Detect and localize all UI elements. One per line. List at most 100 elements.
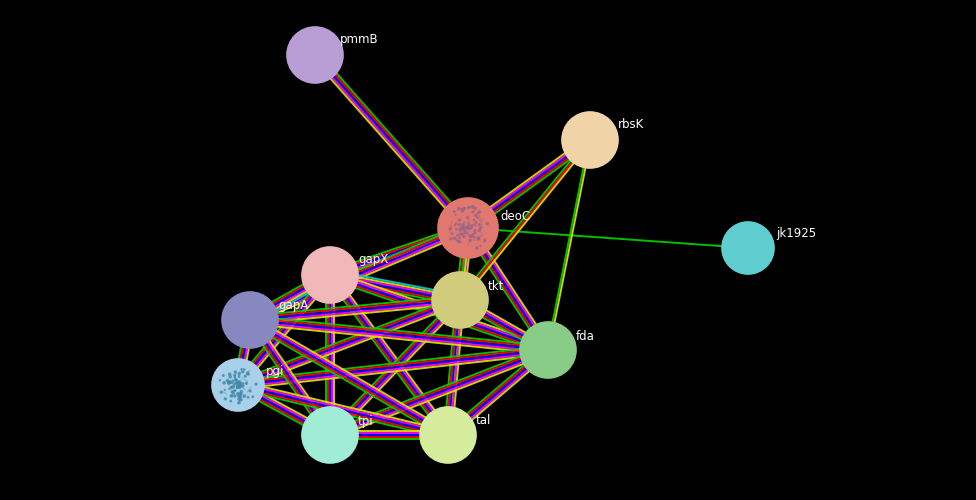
Point [466,208,481,216]
Point [464,232,479,239]
Point [471,221,487,229]
Point [452,238,468,246]
Circle shape [562,112,618,168]
Point [456,226,471,234]
Point [465,203,480,211]
Point [230,382,246,390]
Point [231,372,247,380]
Point [248,380,264,388]
Point [463,233,478,241]
Point [452,220,468,228]
Text: tpi: tpi [358,414,374,428]
Point [455,223,470,231]
Point [469,214,485,222]
Circle shape [438,198,498,258]
Point [470,209,486,217]
Point [222,379,237,387]
Point [217,379,232,387]
Point [448,210,464,218]
Point [468,204,483,212]
Point [236,392,252,400]
Point [212,376,227,384]
Point [233,388,249,396]
Point [442,225,458,233]
Point [224,384,240,392]
Point [240,370,256,378]
Point [471,208,487,216]
Point [456,220,471,228]
Point [224,379,240,387]
Point [461,204,476,212]
Point [462,204,477,212]
Point [227,392,243,400]
Circle shape [287,27,343,83]
Point [223,397,238,405]
Point [228,379,244,387]
Text: rbsK: rbsK [618,118,644,130]
Circle shape [222,292,278,348]
Point [468,226,483,234]
Point [449,225,465,233]
Circle shape [302,247,358,303]
Point [468,221,483,229]
Point [223,373,238,381]
Point [224,388,240,396]
Point [234,382,250,390]
Point [457,204,472,212]
Point [468,212,484,220]
Point [233,390,249,398]
Point [472,242,488,250]
Point [230,381,246,389]
Point [450,232,466,239]
Point [446,208,462,216]
Point [229,382,245,390]
Point [456,224,471,232]
Point [229,378,245,386]
Point [229,381,245,389]
Point [227,374,243,382]
Point [225,382,241,390]
Point [232,369,248,377]
Point [469,244,485,252]
Point [232,390,248,398]
Point [479,220,495,228]
Point [443,235,459,243]
Point [218,395,233,403]
Point [226,387,242,395]
Point [217,386,232,394]
Point [240,394,256,402]
Text: pmmB: pmmB [340,32,379,46]
Text: gapX: gapX [358,252,388,266]
Circle shape [420,407,476,463]
Point [232,382,248,390]
Point [454,205,469,213]
Point [460,229,475,237]
Circle shape [302,407,358,463]
Point [221,380,236,388]
Circle shape [432,272,488,328]
Point [453,224,468,232]
Point [231,380,247,388]
Point [450,236,466,244]
Point [470,234,486,242]
Point [455,230,470,238]
Point [468,218,484,226]
Point [224,388,240,396]
Point [231,383,247,391]
Point [233,366,249,374]
Text: gapA: gapA [278,300,308,312]
Point [232,394,248,402]
Point [227,368,243,376]
Point [222,385,237,393]
Point [461,220,476,228]
Point [473,232,489,239]
Point [231,380,247,388]
Point [231,380,247,388]
Point [464,224,479,232]
Point [224,384,239,392]
Text: jk1925: jk1925 [776,228,816,240]
Circle shape [520,322,576,378]
Point [240,370,256,378]
Point [460,223,475,231]
Point [453,224,468,232]
